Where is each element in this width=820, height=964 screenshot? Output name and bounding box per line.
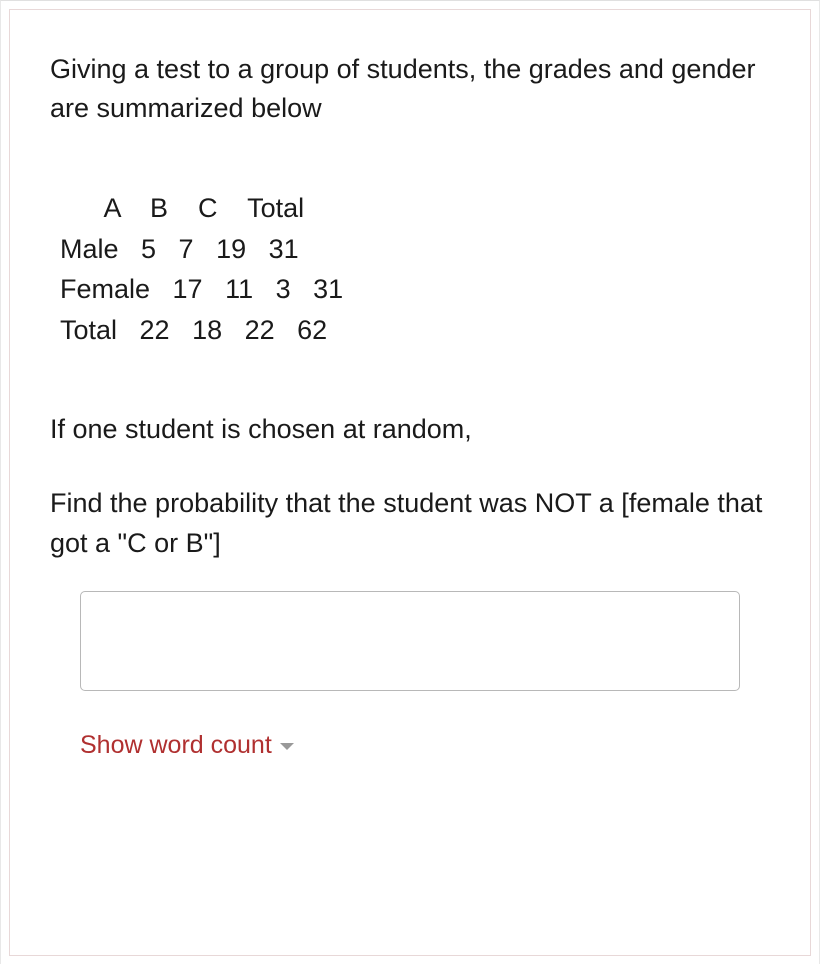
chevron-down-icon (280, 743, 294, 750)
page-container: Giving a test to a group of students, th… (0, 0, 820, 964)
table-row: Female 17 11 3 31 (60, 269, 770, 310)
table-row: Total 22 18 22 62 (60, 310, 770, 351)
question-find-text: Find the probability that the student wa… (50, 484, 770, 562)
table-header-row: A B C Total (60, 188, 770, 229)
answer-input[interactable] (80, 591, 740, 691)
question-intro-text: Giving a test to a group of students, th… (50, 50, 770, 128)
question-card: Giving a test to a group of students, th… (9, 9, 811, 956)
table-row: Male 5 7 19 31 (60, 229, 770, 270)
question-prompt-text: If one student is chosen at random, (50, 410, 770, 449)
grades-table: A B C Total Male 5 7 19 31 Female 17 11 … (50, 188, 770, 350)
word-count-label: Show word count (80, 731, 272, 760)
show-word-count-button[interactable]: Show word count (80, 731, 294, 760)
